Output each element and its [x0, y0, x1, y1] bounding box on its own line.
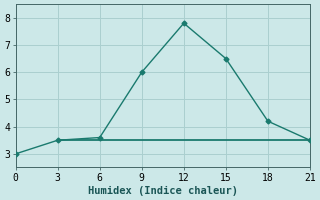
X-axis label: Humidex (Indice chaleur): Humidex (Indice chaleur): [88, 186, 238, 196]
